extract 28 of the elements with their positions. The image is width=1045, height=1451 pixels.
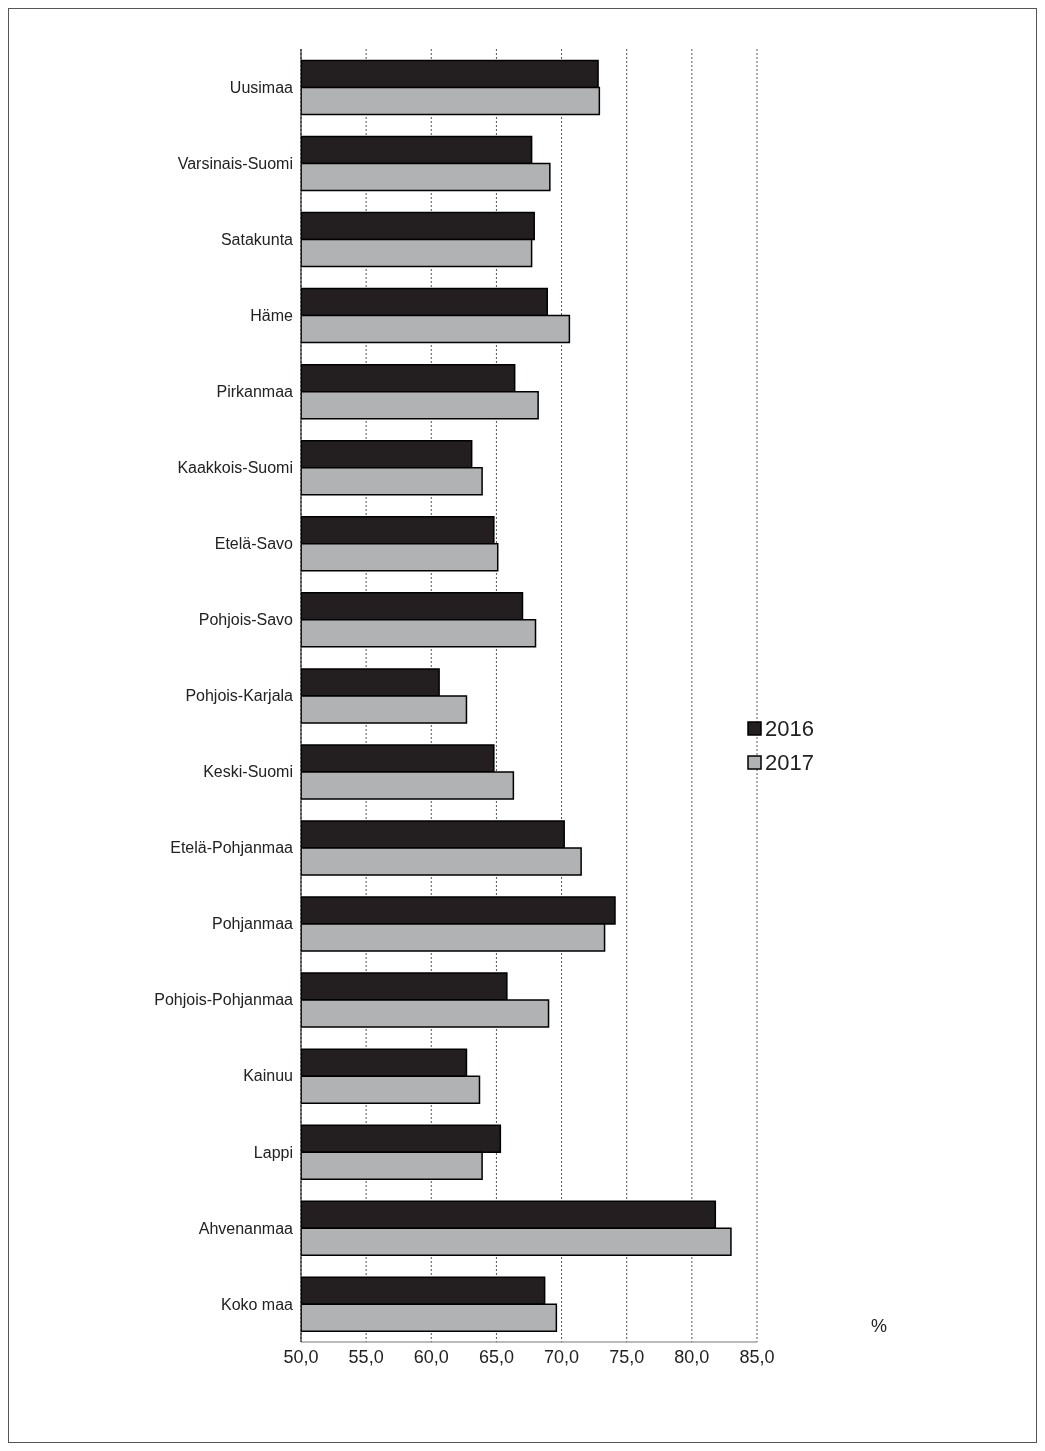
y-tick-label: Etelä-Pohjanmaa <box>170 839 294 857</box>
y-tick-label: Etelä-Savo <box>214 535 294 553</box>
y-tick-label: Häme <box>250 306 294 324</box>
x-tick-label: 60,0 <box>413 1346 449 1367</box>
x-tick-label: 80,0 <box>674 1346 710 1367</box>
y-tick-label: Kainuu <box>243 1067 293 1085</box>
y-tick-label: Pohjois-Karjala <box>185 687 294 705</box>
axis-unit-note: % <box>871 1316 887 1337</box>
x-tick-label: 75,0 <box>609 1346 645 1367</box>
x-tick-label: 50,0 <box>283 1346 319 1367</box>
y-tick-label: Uusimaa <box>229 78 294 96</box>
y-tick-label: Varsinais-Suomi <box>177 154 293 172</box>
legend-label: 2016 <box>765 715 814 742</box>
x-tick-label: 85,0 <box>739 1346 775 1367</box>
x-tick-label: 65,0 <box>478 1346 514 1367</box>
y-tick-label: Pohjois-Savo <box>198 611 294 629</box>
y-tick-label: Satakunta <box>220 230 294 248</box>
y-tick-label: Keski-Suomi <box>203 763 293 781</box>
y-tick-label: Pirkanmaa <box>216 382 294 400</box>
y-tick-label: Koko maa <box>220 1295 294 1313</box>
x-tick-label: 70,0 <box>544 1346 580 1367</box>
y-tick-label: Pohjanmaa <box>212 915 294 933</box>
y-tick-label: Ahvenanmaa <box>198 1219 294 1237</box>
y-tick-label: Lappi <box>253 1143 293 1161</box>
y-tick-label: Pohjois-Pohjanmaa <box>154 991 294 1009</box>
legend-label: 2017 <box>765 749 814 776</box>
y-tick-label: Kaakkois-Suomi <box>177 459 293 476</box>
x-tick-label: 55,0 <box>348 1346 384 1367</box>
